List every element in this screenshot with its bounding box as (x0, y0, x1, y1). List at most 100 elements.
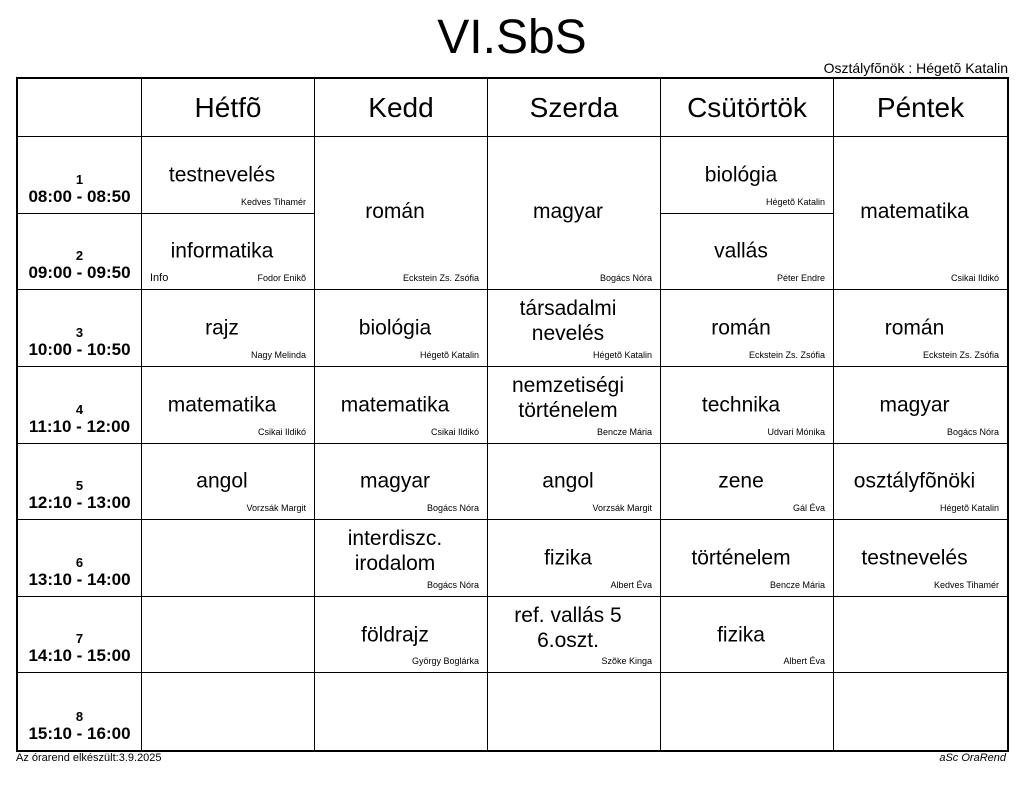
lesson-cell[interactable]: testnevelés Kedves Tihamér (834, 520, 1007, 597)
lesson-cell[interactable]: magyar Bogács Nóra (834, 367, 1007, 444)
lesson-cell[interactable]: angol Vorzsák Margit (142, 443, 315, 521)
teacher-name: Bencze Mária (596, 426, 652, 437)
teacher-name: Csikai Ildikó (950, 273, 999, 284)
period-number: 1 (75, 171, 84, 187)
period-time: 10:00 - 10:50 (28, 339, 131, 359)
teacher-name: Bogács Nóra (599, 273, 652, 284)
lesson-cell[interactable]: történelem Bencze Mária (661, 520, 834, 597)
subject-name: biológia (704, 163, 778, 187)
period-label: 8 15:10 - 16:00 (18, 673, 142, 750)
period-label: 7 14:10 - 15:00 (18, 596, 142, 674)
period-label: 1 08:00 - 08:50 (18, 137, 142, 214)
lesson-cell[interactable]: társadalmi nevelés Hégetõ Katalin (488, 290, 661, 367)
subject-name: testnevelés (861, 546, 968, 570)
subject-name: matematika (340, 393, 450, 417)
generated-date: Az órarend elkészült:3.9.2025 (16, 752, 162, 764)
lesson-cell[interactable]: vallás Péter Endre (661, 213, 834, 291)
lesson-cell[interactable]: interdiszc. irodalom Bogács Nóra (315, 520, 488, 597)
period-time: 09:00 - 09:50 (28, 263, 131, 283)
subject-name: fizika (717, 623, 765, 647)
period-time: 08:00 - 08:50 (28, 186, 131, 206)
empty-cell (142, 673, 315, 750)
period-number: 5 (75, 478, 84, 494)
subject-name: matematika (167, 393, 277, 417)
subject-name: vallás (714, 239, 768, 263)
teacher-name: Szõke Kinga (601, 656, 652, 667)
lesson-cell[interactable]: informatika Fodor Enikõ Info (142, 213, 315, 291)
subject-name: román (711, 316, 771, 340)
teacher-name: Péter Endre (776, 273, 825, 284)
lesson-cell[interactable]: ref. vallás 5 6.oszt. Szõke Kinga (488, 596, 661, 674)
teacher-name: Csikai Ildikó (430, 426, 479, 437)
empty-cell (488, 673, 661, 750)
lesson-cell[interactable]: biológia Hégetõ Katalin (315, 290, 488, 367)
subject-name: román (365, 200, 425, 223)
day-header: Hétfõ (142, 79, 315, 137)
teacher-name: Fodor Enikõ (257, 273, 306, 284)
period-number: 4 (75, 401, 84, 417)
head-teacher-label: Osztályfõnök : Hégetõ Katalin (823, 60, 1008, 76)
lesson-cell[interactable]: biológia Hégetõ Katalin (661, 137, 834, 214)
empty-cell (315, 673, 488, 750)
teacher-name: Bencze Mária (769, 579, 825, 590)
teacher-name: Vorzsák Margit (592, 503, 652, 514)
lesson-cell[interactable]: román Eckstein Zs. Zsófia (661, 290, 834, 367)
teacher-name: György Boglárka (411, 656, 479, 667)
subject-name: testnevelés (168, 163, 276, 187)
period-label: 5 12:10 - 13:00 (18, 443, 142, 521)
subject-name: társadalmi nevelés (519, 297, 617, 346)
lesson-cell[interactable]: rajz Nagy Melinda (142, 290, 315, 367)
subject-name: interdiszc. irodalom (347, 527, 443, 576)
day-header: Kedd (315, 79, 488, 137)
lesson-cell[interactable]: matematika Csikai Ildikó (142, 366, 315, 444)
teacher-name: Kedves Tihamér (933, 579, 999, 590)
subject-name: földrajz (361, 623, 429, 647)
lesson-cell[interactable]: román Eckstein Zs. Zsófia (834, 290, 1007, 367)
teacher-name: Hégetõ Katalin (939, 503, 999, 514)
teacher-name: Hégetõ Katalin (765, 196, 825, 207)
page-title: VI.SbS (437, 11, 587, 64)
period-time: 12:10 - 13:00 (28, 493, 131, 513)
lesson-cell[interactable]: matematika Csikai Ildikó (315, 366, 488, 444)
lesson-cell[interactable]: földrajz György Boglárka (315, 596, 488, 674)
period-label: 6 13:10 - 14:00 (18, 520, 142, 597)
teacher-name: Kedves Tihamér (240, 196, 306, 207)
empty-cell (661, 673, 834, 750)
teacher-name: Gál Éva (792, 503, 825, 514)
teacher-name: Eckstein Zs. Zsófia (402, 273, 479, 284)
teacher-name: Nagy Melinda (250, 349, 306, 360)
lesson-cell[interactable]: technika Udvari Mónika (661, 366, 834, 444)
lesson-cell[interactable]: magyar Bogács Nóra (488, 137, 661, 291)
teacher-name: Albert Éva (783, 656, 825, 667)
period-number: 7 (75, 631, 84, 647)
lesson-cell[interactable]: fizika Albert Éva (661, 596, 834, 674)
teacher-name: Albert Éva (610, 579, 652, 590)
lesson-cell[interactable]: angol Vorzsák Margit (488, 443, 661, 521)
lesson-cell[interactable]: zene Gál Éva (661, 443, 834, 521)
teacher-name: Vorzsák Margit (246, 503, 306, 514)
period-time: 15:10 - 16:00 (28, 724, 131, 743)
period-number: 8 (75, 709, 84, 724)
lesson-cell[interactable]: fizika Albert Éva (488, 520, 661, 597)
subject-name: nemzetiségi történelem (511, 373, 625, 422)
day-header: Péntek (834, 79, 1007, 137)
teacher-name: Csikai Ildikó (257, 426, 306, 437)
subject-name: magyar (532, 200, 604, 223)
teacher-name: Eckstein Zs. Zsófia (748, 349, 825, 360)
lesson-cell[interactable]: matematika Csikai Ildikó (834, 137, 1007, 291)
subject-name: magyar (879, 393, 950, 417)
subject-name: fizika (544, 546, 592, 570)
subject-name: osztályfõnöki (853, 469, 976, 493)
empty-cell (834, 597, 1007, 674)
subject-name: technika (701, 393, 781, 417)
lesson-cell[interactable]: nemzetiségi történelem Bencze Mária (488, 366, 661, 444)
lesson-cell[interactable]: magyar Bogács Nóra (315, 443, 488, 521)
empty-cell (834, 673, 1007, 750)
lesson-cell[interactable]: testnevelés Kedves Tihamér (142, 137, 315, 214)
lesson-cell[interactable]: román Eckstein Zs. Zsófia (315, 137, 488, 291)
period-time: 11:10 - 12:00 (28, 416, 131, 436)
period-label: 2 09:00 - 09:50 (18, 213, 142, 291)
lesson-cell[interactable]: osztályfõnöki Hégetõ Katalin (834, 444, 1007, 521)
period-label: 4 11:10 - 12:00 (18, 366, 142, 444)
teacher-name: Eckstein Zs. Zsófia (922, 349, 999, 360)
